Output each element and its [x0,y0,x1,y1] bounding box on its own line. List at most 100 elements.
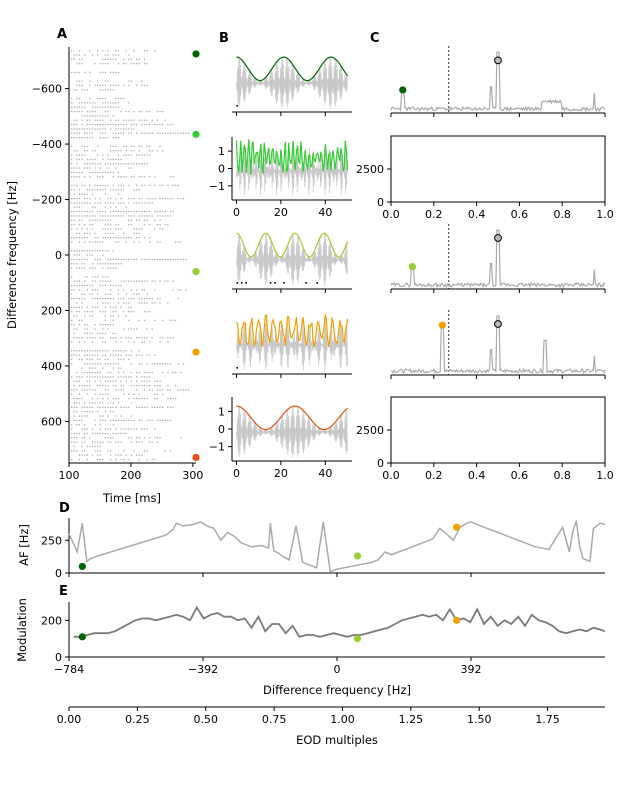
raster-spike [73,184,75,187]
raster-spike [143,297,146,300]
raster-spike [99,137,101,139]
raster-spike [97,128,99,130]
raster-spike [130,119,133,121]
raster-spike [136,406,138,408]
raster-spike [99,324,101,326]
raster-spike [76,197,78,200]
raster-spike [107,450,109,452]
raster-spike [107,393,109,395]
raster-spike [117,210,120,213]
raster-spike [94,250,96,252]
raster-spike [128,210,130,213]
modulation-marker [453,616,461,624]
raster-spike [115,145,117,147]
raster-spike [117,189,120,191]
raster-spike [71,237,73,239]
raster-spike [133,280,135,282]
raster-spike [151,441,153,443]
raster-spike [154,280,156,282]
raster-spike [133,232,135,234]
raster-spike [162,132,164,134]
raster-spike [110,411,112,413]
raster-spike [120,176,122,178]
raster-spike [73,406,75,408]
raster-spike [78,324,81,326]
tick-label-a-y: −200 [32,194,62,207]
raster-spike [149,176,151,178]
raster-spike [104,350,107,352]
tick-label-e-x: −784 [54,663,84,676]
raster-spike [107,63,109,65]
raster-spike [107,402,109,404]
raster-spike [78,241,81,243]
raster-spike [117,398,120,400]
raster-spike [117,441,120,443]
raster-spike [84,371,86,374]
raster-spike [125,454,127,456]
raster-spike [91,193,94,195]
raster-spike [104,393,107,395]
raster-spike [78,171,81,174]
raster-spike [104,293,107,295]
raster-spike [97,302,99,304]
raster-spike [97,363,99,365]
raster-spike [71,171,73,174]
raster-spike [78,71,81,74]
raster-spike [169,258,172,261]
raster-spike [91,315,94,317]
raster-spike [141,302,143,304]
raster-spike [130,328,133,330]
raster-spike [107,54,109,56]
raster-spike [86,110,88,113]
spike-marker [316,282,319,284]
raster-spike [76,380,78,382]
raster-spike [81,215,83,217]
raster-spike [149,371,151,374]
raster-spike [104,354,107,356]
tick-label-b-y: 0 [218,163,225,176]
raster-spike [110,376,112,378]
raster-spike [130,80,133,82]
raster-spike [89,367,91,369]
raster-spike [164,363,166,365]
raster-spike [71,106,73,108]
raster-spike [143,132,146,134]
raster-spike [71,258,73,261]
raster-spike [102,432,104,435]
raster-spike [78,267,81,269]
raster-spike [115,128,117,130]
raster-spike [107,324,109,326]
raster-spike [120,358,122,361]
raster-spike [169,389,172,391]
raster-spike [71,354,73,356]
raster-spike [104,319,107,321]
raster-spike [130,371,133,374]
raster-spike [130,384,133,387]
raster-spike [138,197,140,200]
raster-spike [125,419,127,421]
raster-spike [162,228,164,230]
raster-spike [76,411,78,413]
raster-spike [84,311,86,313]
raster-spike [104,376,107,378]
raster-spike [169,132,172,134]
raster-spike [110,450,112,452]
raster-spike [138,154,140,156]
raster-spike [94,163,96,165]
raster-spike [78,350,81,352]
tick-label-c-y: 2500 [356,424,384,437]
raster-spike [110,84,112,87]
raster-spike [73,137,75,139]
raster-spike [104,215,107,217]
raster-spike [154,184,156,187]
raster-spike [91,102,94,104]
raster-spike [177,241,179,243]
raster-spike [120,184,122,187]
raster-spike [89,437,91,439]
raster-spike [136,219,138,221]
raster-spike [125,110,127,113]
raster-spike [99,458,101,461]
raster-spike [128,167,130,169]
raster-spike [123,84,125,87]
tick-label-f-x: 0.75 [262,713,287,726]
